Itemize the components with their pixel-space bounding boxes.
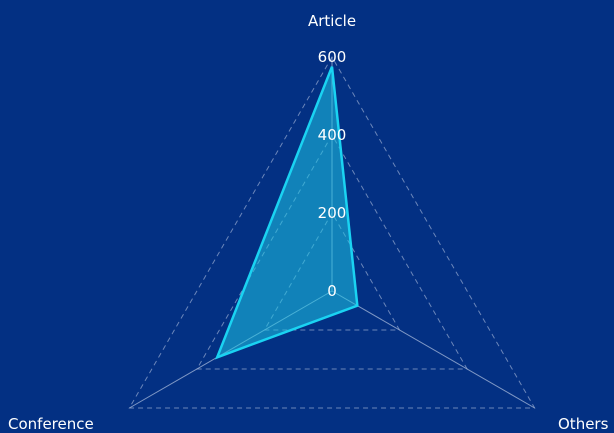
grid-ring-600 — [128, 56, 536, 409]
radial-tick-label: 600 — [318, 48, 347, 66]
series-layer — [214, 66, 359, 360]
radial-tick-label: 0 — [327, 282, 337, 300]
axis-spoke-others — [331, 290, 535, 409]
label-layer: 0 200 400 600 Article Conference Others — [8, 12, 609, 433]
category-label-article: Article — [308, 12, 356, 30]
radial-tick-label: 200 — [318, 204, 347, 222]
category-label-others: Others — [558, 415, 609, 433]
series-area — [214, 66, 359, 360]
radial-tick-label: 400 — [318, 126, 347, 144]
category-label-conference: Conference — [8, 415, 94, 433]
